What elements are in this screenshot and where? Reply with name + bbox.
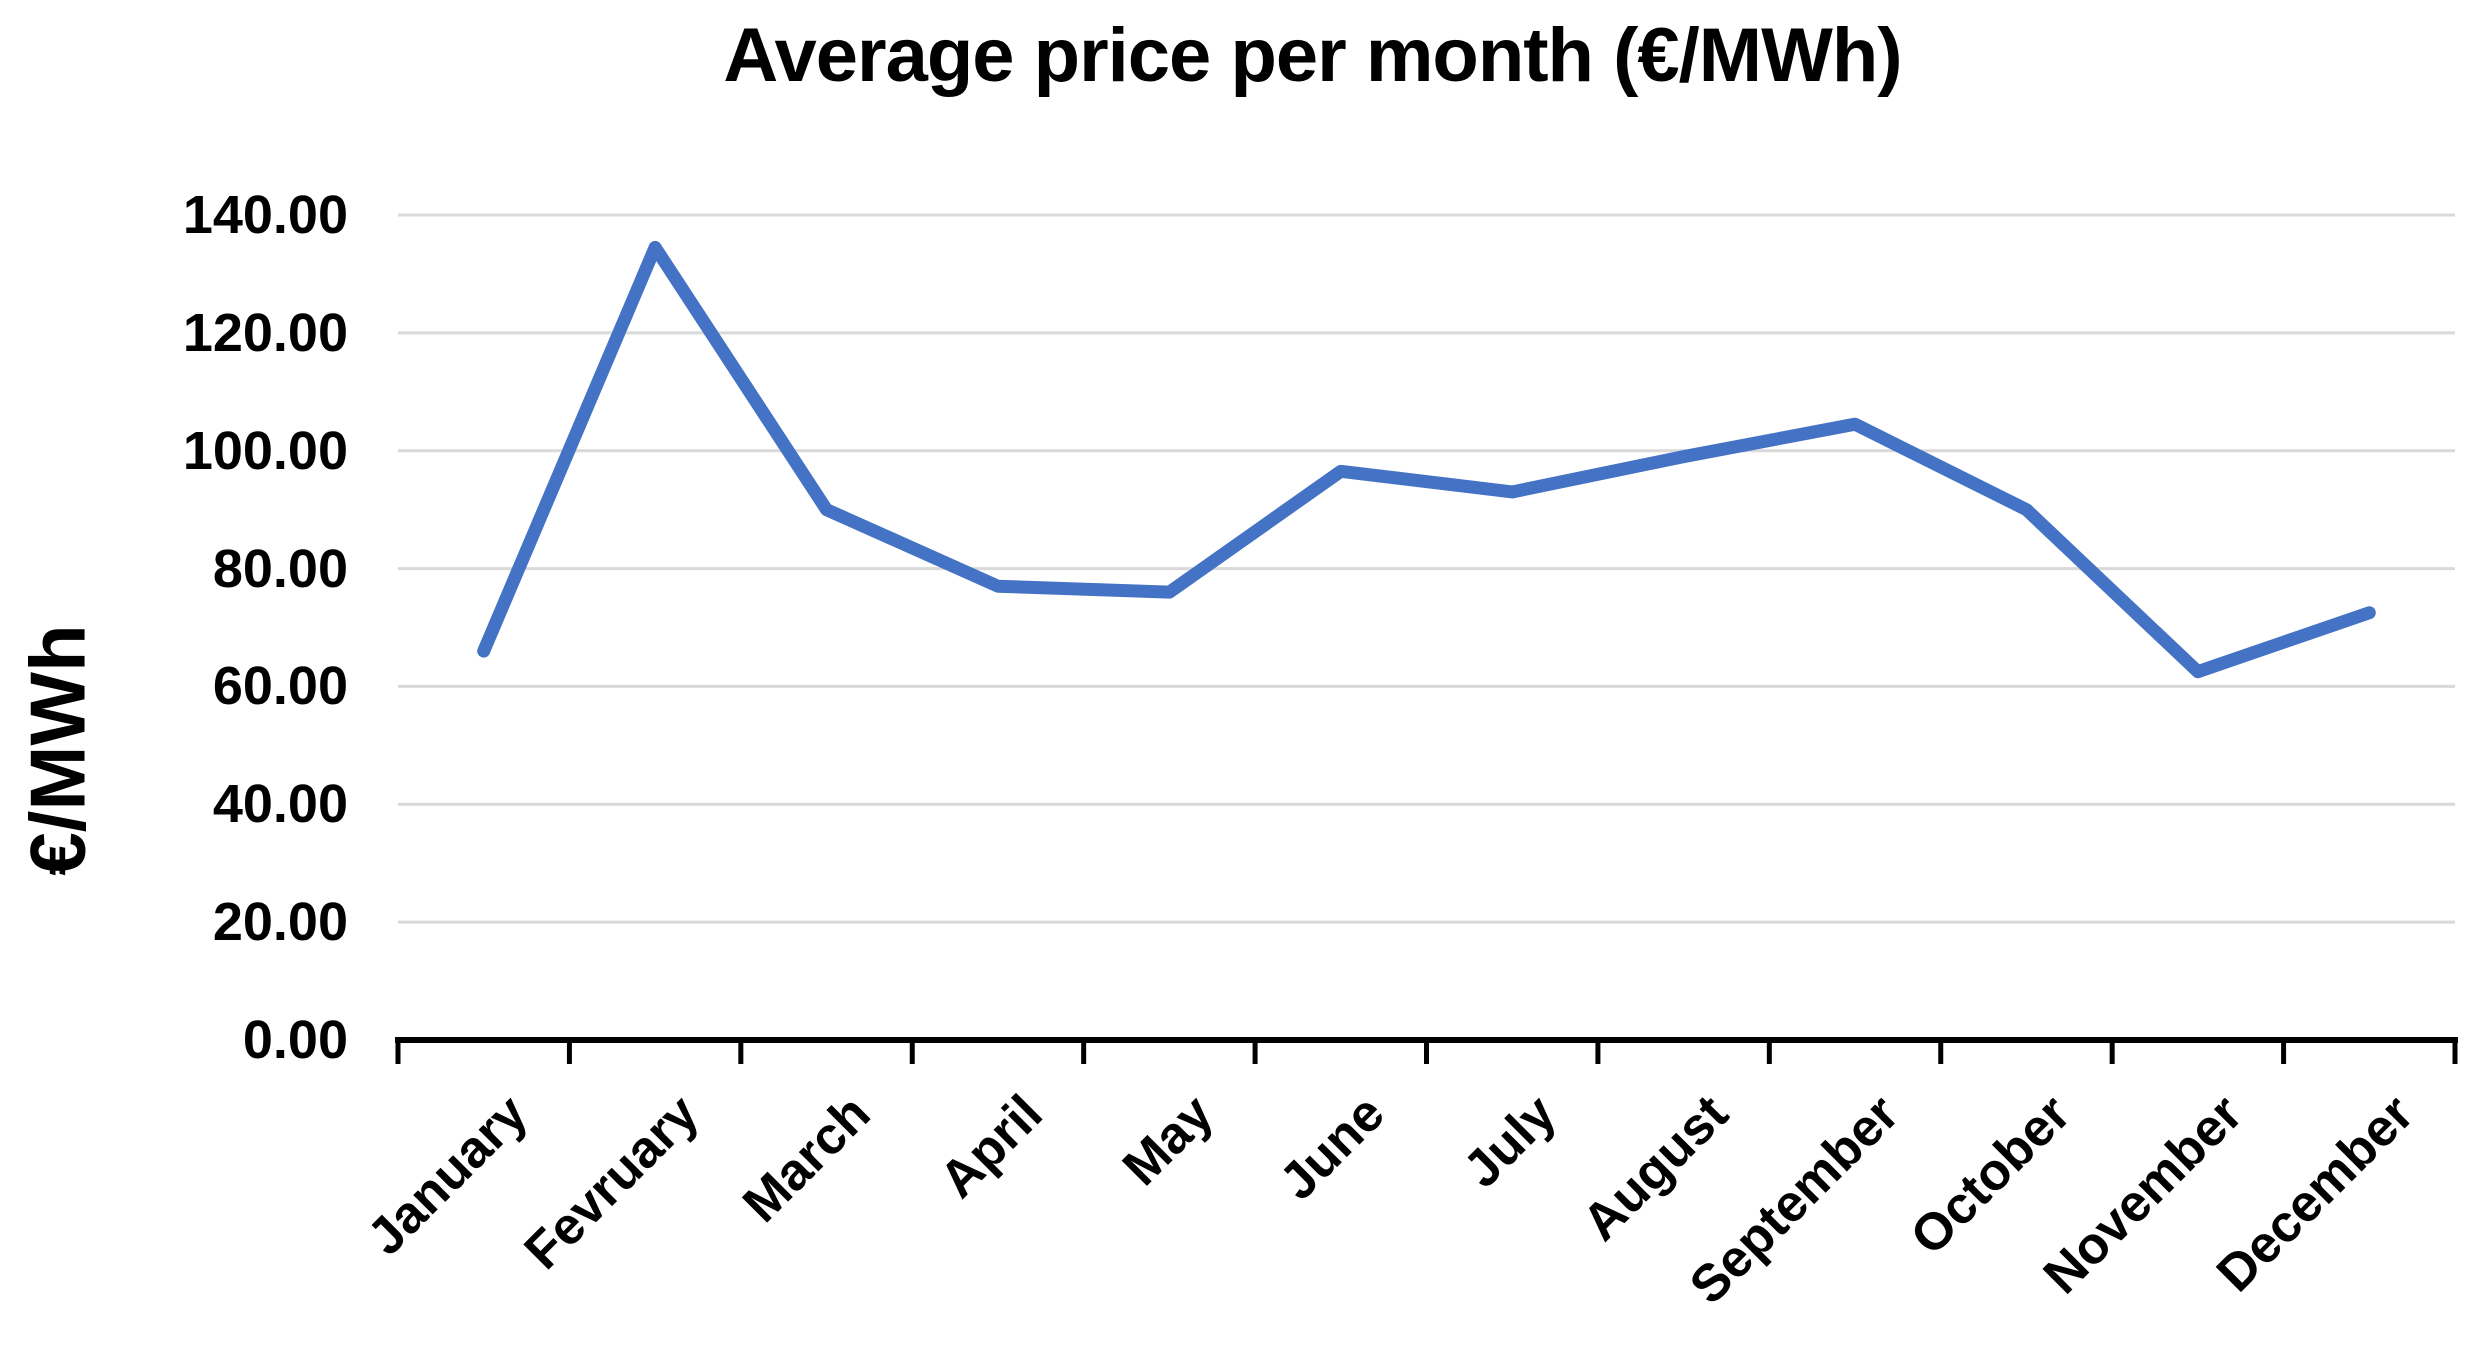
- y-tick-label: 20.00: [212, 892, 348, 953]
- price-line: [477, 240, 2376, 679]
- y-tick-label: 140.00: [182, 185, 348, 245]
- y-tick-label: 80.00: [212, 538, 348, 599]
- y-tick-label: 100.00: [182, 420, 348, 481]
- chart-title: Average price per month (€/MWh): [723, 13, 1902, 98]
- y-tick-label: 120.00: [182, 302, 348, 363]
- y-tick-label: 0.00: [242, 1010, 348, 1070]
- y-tick-label: 40.00: [212, 774, 348, 835]
- y-tick-label: 60.00: [212, 656, 348, 717]
